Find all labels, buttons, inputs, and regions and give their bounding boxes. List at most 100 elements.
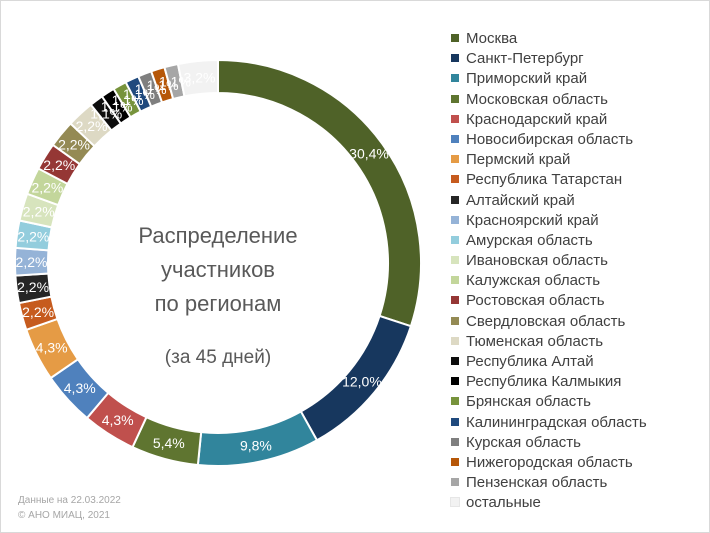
- legend-swatch: [451, 276, 459, 285]
- footnote-date: Данные на 22.03.2022: [18, 495, 121, 506]
- legend-swatch: [451, 134, 459, 143]
- legend-item: Ивановская область: [451, 251, 647, 271]
- legend-label: Калужская область: [466, 272, 601, 290]
- legend-label: Курская область: [466, 433, 581, 451]
- slice-label-23: 3,2%: [184, 69, 216, 85]
- legend-label: Краснодарский край: [466, 110, 608, 128]
- slice-label-10: 2,2%: [17, 228, 49, 244]
- slice-label-20: 1,1%: [135, 81, 167, 97]
- legend-swatch: [451, 215, 459, 224]
- legend-swatch: [451, 94, 459, 103]
- legend-label: Республика Татарстан: [466, 171, 623, 189]
- slice-label-7: 2,2%: [22, 304, 54, 320]
- legend-swatch: [451, 74, 459, 83]
- center-subtitle: (за 45 дней): [165, 347, 271, 368]
- legend-swatch: [451, 478, 459, 487]
- legend-label: Калининградская область: [466, 413, 647, 431]
- legend-item: Свердловская область: [451, 312, 647, 332]
- legend-label: Московская область: [466, 90, 608, 108]
- slice-label-5: 4,3%: [64, 380, 96, 396]
- legend-label: Новосибирская область: [466, 130, 634, 148]
- legend-item: Курская область: [451, 433, 647, 453]
- legend-label: Алтайский край: [466, 191, 575, 209]
- slice-labels: 30,4% 12,0% 9,8% 5,4% 4,3% 4,3% 4,3% 2,2% 2,2% 2,…: [16, 69, 389, 453]
- slice-label-18: 1,1%: [112, 92, 144, 108]
- legend-item: Тюменская область: [451, 332, 647, 352]
- legend-item: Калужская область: [451, 271, 647, 291]
- legend-item: Республика Калмыкия: [451, 372, 647, 392]
- legend-swatch: [450, 497, 460, 508]
- slice-label-11: 2,2%: [23, 204, 55, 220]
- legend-label: Амурская область: [466, 231, 593, 249]
- legend-item: Санкт-Петербург: [451, 49, 647, 69]
- legend-item: Московская область: [451, 90, 647, 110]
- legend-item: Республика Татарстан: [451, 170, 647, 190]
- legend-item: Пермский край: [451, 150, 647, 170]
- slice-label-0: 30,4%: [349, 146, 389, 162]
- legend-swatch: [451, 336, 459, 345]
- legend-swatch: [451, 256, 459, 265]
- slice-label-17: 1,1%: [101, 98, 133, 114]
- slice-label-21: 1,1%: [147, 77, 179, 93]
- legend-item: Москва: [451, 29, 647, 49]
- footnote-copyright: © АНО МИАЦ, 2021: [18, 510, 110, 521]
- legend-item: Амурская область: [451, 231, 647, 251]
- legend-label: Санкт-Петербург: [466, 50, 584, 68]
- legend-label: Тюменская область: [466, 332, 604, 350]
- legend-swatch: [451, 417, 459, 426]
- slice-label-15: 2,2%: [76, 118, 108, 134]
- slice-label-12: 2,2%: [31, 180, 63, 196]
- legend-swatch: [451, 457, 459, 466]
- slice-label-9: 2,2%: [16, 254, 48, 270]
- legend-swatch: [451, 377, 459, 386]
- slice-label-4: 4,3%: [102, 412, 134, 428]
- legend-swatch: [451, 437, 459, 446]
- slice-label-16: 1,1%: [90, 106, 122, 122]
- legend-item: Республика Алтай: [451, 352, 647, 372]
- legend-label: Пермский край: [466, 151, 571, 169]
- legend-swatch: [451, 235, 459, 244]
- legend-label: Пензенская область: [466, 474, 608, 492]
- legend-item: Нижегородская область: [451, 453, 647, 473]
- legend-label: Красноярский край: [466, 211, 599, 229]
- legend-label: Приморский край: [466, 70, 588, 88]
- legend-label: Ивановская область: [466, 252, 608, 270]
- legend-item: остальные: [450, 493, 647, 513]
- legend-swatch: [451, 357, 459, 365]
- legend-swatch: [451, 54, 459, 63]
- slice-label-1: 12,0%: [342, 374, 382, 390]
- donut-slices: [14, 58, 422, 467]
- legend-item: Краснодарский край: [451, 110, 647, 130]
- legend-label: Москва: [466, 30, 518, 47]
- slice-23: [176, 58, 219, 98]
- legend-swatch: [451, 397, 459, 406]
- slice-label-6: 4,3%: [36, 339, 68, 355]
- legend-label: Республика Калмыкия: [466, 373, 622, 391]
- slice-label-3: 5,4%: [153, 435, 185, 451]
- legend-label: Свердловская область: [466, 312, 626, 330]
- legend-item: Приморский край: [451, 69, 647, 89]
- legend-swatch: [451, 296, 459, 305]
- legend-item: Алтайский край: [451, 191, 647, 211]
- slice-label-2: 9,8%: [240, 438, 272, 454]
- slice-0: [217, 58, 422, 328]
- legend-label: Нижегородская область: [466, 453, 633, 471]
- center-title-line-1: Распределение: [138, 223, 297, 248]
- legend-label: Брянская область: [466, 393, 591, 411]
- center-title-line-3: по регионам: [155, 291, 282, 316]
- slice-label-14: 2,2%: [58, 136, 90, 152]
- legend-swatch: [451, 155, 459, 164]
- legend-swatch: [451, 34, 459, 42]
- legend-item: Калининградская область: [451, 413, 647, 433]
- slice-label-8: 2,2%: [17, 279, 49, 295]
- legend-swatch: [451, 195, 459, 204]
- slice-label-19: 1,1%: [123, 86, 155, 102]
- slice-label-22: 1,1%: [159, 74, 191, 90]
- legend-swatch: [451, 316, 459, 325]
- chart-legend: Москва Санкт-Петербург Приморский край Моск…: [450, 29, 647, 514]
- legend-label: Республика Алтай: [466, 353, 594, 370]
- legend-item: Новосибирская область: [451, 130, 647, 150]
- legend-item: Пензенская область: [451, 473, 647, 493]
- legend-swatch: [451, 175, 459, 184]
